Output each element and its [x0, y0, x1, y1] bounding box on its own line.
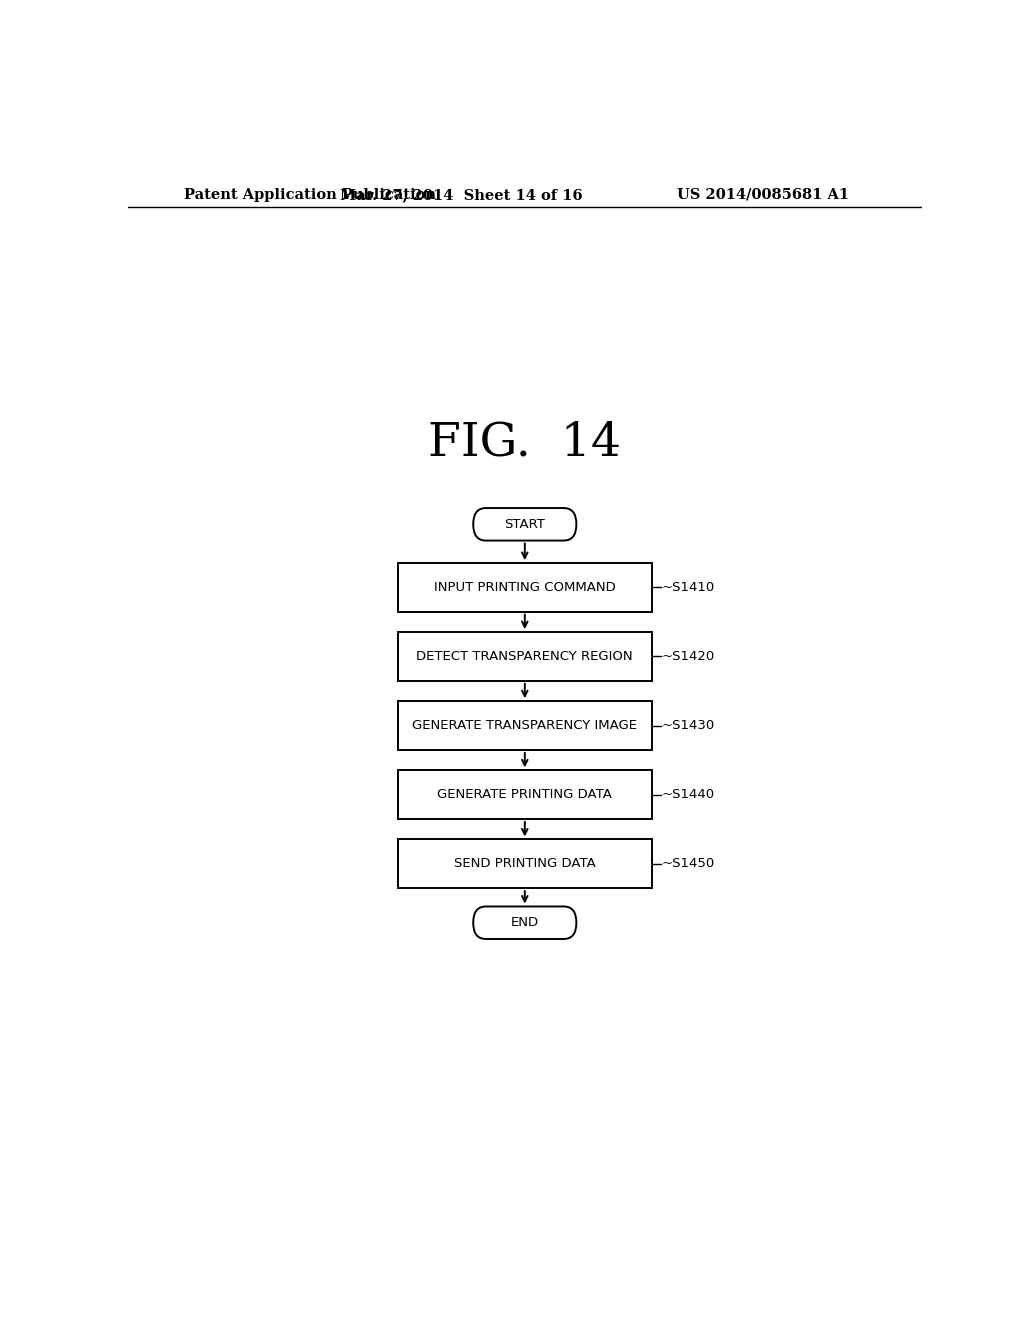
- Text: Mar. 27, 2014  Sheet 14 of 16: Mar. 27, 2014 Sheet 14 of 16: [340, 187, 583, 202]
- Text: Patent Application Publication: Patent Application Publication: [183, 187, 435, 202]
- FancyBboxPatch shape: [473, 508, 577, 541]
- Text: START: START: [505, 517, 545, 531]
- Text: ~S1450: ~S1450: [662, 857, 715, 870]
- Text: GENERATE PRINTING DATA: GENERATE PRINTING DATA: [437, 788, 612, 801]
- Bar: [397, 771, 651, 818]
- FancyBboxPatch shape: [473, 907, 577, 939]
- Bar: [397, 840, 651, 888]
- Text: ~S1430: ~S1430: [662, 719, 715, 733]
- Text: US 2014/0085681 A1: US 2014/0085681 A1: [677, 187, 849, 202]
- Text: END: END: [511, 916, 539, 929]
- Text: INPUT PRINTING COMMAND: INPUT PRINTING COMMAND: [434, 581, 615, 594]
- Bar: [397, 632, 651, 681]
- Text: ~S1420: ~S1420: [662, 649, 715, 663]
- Text: SEND PRINTING DATA: SEND PRINTING DATA: [454, 857, 596, 870]
- Text: ~S1440: ~S1440: [662, 788, 715, 801]
- Text: GENERATE TRANSPARENCY IMAGE: GENERATE TRANSPARENCY IMAGE: [413, 719, 637, 733]
- Text: FIG.  14: FIG. 14: [428, 420, 622, 466]
- Text: ~S1410: ~S1410: [662, 581, 715, 594]
- Bar: [397, 562, 651, 611]
- Text: DETECT TRANSPARENCY REGION: DETECT TRANSPARENCY REGION: [417, 649, 633, 663]
- Bar: [397, 701, 651, 750]
